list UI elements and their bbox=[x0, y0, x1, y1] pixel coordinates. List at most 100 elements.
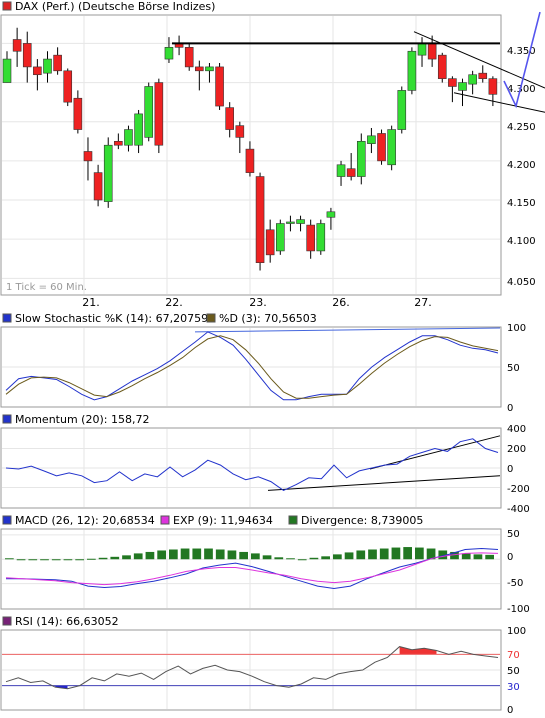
candle-down bbox=[448, 78, 457, 87]
divergence-legend: Divergence: 8,739005 bbox=[301, 514, 423, 527]
candle-down bbox=[63, 70, 73, 103]
stoch-d-swatch bbox=[206, 313, 216, 323]
candle-down bbox=[488, 78, 498, 95]
divergence-bar bbox=[180, 548, 190, 560]
candle-down bbox=[53, 54, 62, 72]
divergence-bar bbox=[133, 553, 143, 560]
rsi-y-tick: 100 bbox=[507, 626, 526, 637]
price-y-tick: 4.300 bbox=[507, 84, 536, 95]
rsi-y-tick: 0 bbox=[507, 705, 513, 716]
price-y-tick: 4.250 bbox=[507, 122, 536, 133]
rsi-panel-frame bbox=[0, 629, 502, 711]
candle-up bbox=[356, 140, 366, 177]
price-y-tick: 4.050 bbox=[507, 277, 536, 288]
candle-up bbox=[367, 135, 376, 144]
candle-down bbox=[225, 107, 234, 130]
divergence-bar bbox=[169, 549, 178, 560]
exp-legend: EXP (9): 11,94634 bbox=[173, 514, 273, 527]
candle-up bbox=[124, 129, 133, 146]
divergence-bar bbox=[251, 553, 260, 560]
candle-down bbox=[377, 133, 386, 162]
momentum-y-tick: 200 bbox=[507, 444, 526, 455]
price-legend-swatch bbox=[2, 1, 12, 11]
candle-down bbox=[195, 66, 204, 72]
momentum-swatch bbox=[2, 414, 12, 424]
stochastic-panel-frame bbox=[0, 326, 502, 408]
divergence-bar bbox=[461, 553, 471, 560]
divergence-bar bbox=[344, 552, 354, 560]
candle-up bbox=[397, 90, 407, 130]
price-y-tick: 4.350 bbox=[507, 46, 536, 57]
macd-y-tick: 50 bbox=[507, 529, 520, 540]
momentum-support-line bbox=[267, 475, 501, 491]
price-panel-frame bbox=[0, 14, 502, 296]
divergence-bar bbox=[87, 558, 96, 560]
price-y-tick: 4.100 bbox=[507, 236, 536, 247]
divergence-bar bbox=[239, 551, 248, 560]
rsi-y-tick: 50 bbox=[507, 666, 520, 677]
candle-down bbox=[235, 125, 245, 138]
momentum-panel-frame bbox=[0, 427, 502, 509]
momentum-y-tick: -200 bbox=[507, 484, 530, 495]
candle-up bbox=[205, 66, 214, 72]
candle-down bbox=[427, 43, 437, 60]
candle-down bbox=[306, 224, 315, 252]
rsi-overbought-fill bbox=[399, 646, 437, 655]
candle-down bbox=[478, 72, 488, 79]
price-title: DAX (Perf.) (Deutsche Börse Indizes) bbox=[15, 0, 215, 13]
divergence-bar bbox=[274, 557, 284, 560]
divergence-bar bbox=[297, 559, 307, 561]
divergence-bar bbox=[157, 550, 166, 560]
stoch-y-tick: 100 bbox=[507, 323, 526, 334]
candle-down bbox=[255, 176, 265, 263]
candle-down bbox=[437, 54, 447, 79]
candle-down bbox=[184, 47, 194, 68]
candle-down bbox=[22, 43, 32, 68]
divergence-bar bbox=[473, 554, 483, 560]
candle-up bbox=[387, 129, 396, 166]
candle-down bbox=[12, 39, 22, 52]
x-label-23: 23. bbox=[249, 296, 267, 309]
series-line-exp bbox=[5, 552, 499, 586]
divergence-bar bbox=[215, 549, 225, 560]
candle-up bbox=[417, 43, 427, 56]
candle-up bbox=[458, 82, 467, 91]
candle-down bbox=[215, 66, 224, 107]
candle-up bbox=[316, 223, 326, 252]
divergence-bar bbox=[450, 551, 459, 560]
candle-down bbox=[154, 82, 164, 146]
divergence-bar bbox=[204, 548, 213, 560]
series-line--k bbox=[5, 331, 499, 401]
divergence-bar bbox=[485, 554, 494, 560]
momentum-y-tick: 400 bbox=[507, 424, 526, 435]
series-line-momentum bbox=[5, 438, 499, 491]
triangle-upper-line bbox=[413, 31, 545, 89]
stoch-k-legend: Slow Stochastic %K (14): 67,20759 bbox=[15, 312, 208, 325]
x-label-26: 26. bbox=[332, 296, 350, 309]
divergence-bar bbox=[227, 550, 237, 560]
divergence-bar bbox=[368, 549, 377, 560]
macd-y-tick: -100 bbox=[507, 604, 530, 615]
divergence-bar bbox=[192, 548, 202, 560]
divergence-bar bbox=[438, 550, 448, 560]
series-line-macd bbox=[6, 547, 499, 590]
triangle-lower-line bbox=[453, 92, 545, 113]
divergence-bar bbox=[98, 557, 108, 560]
momentum-resistance-line bbox=[369, 435, 501, 470]
divergence-bar bbox=[40, 559, 49, 561]
candle-up bbox=[296, 219, 305, 224]
stoch-k-swatch bbox=[2, 313, 12, 323]
divergence-bar bbox=[391, 547, 401, 560]
candle-up bbox=[468, 74, 477, 85]
candle-up bbox=[103, 144, 113, 202]
stoch-trendline bbox=[194, 327, 501, 333]
divergence-bar bbox=[333, 554, 342, 560]
divergence-bar bbox=[145, 551, 155, 560]
macd-y-tick: -50 bbox=[507, 578, 523, 589]
rsi-legend: RSI (14): 66,63052 bbox=[15, 615, 119, 628]
momentum-legend: Momentum (20): 158,72 bbox=[15, 413, 149, 426]
tick-note: 1 Tick = 60 Min. bbox=[6, 282, 87, 293]
candle-down bbox=[245, 148, 255, 173]
x-label-27: 27. bbox=[414, 296, 432, 309]
candle-up bbox=[336, 164, 346, 177]
